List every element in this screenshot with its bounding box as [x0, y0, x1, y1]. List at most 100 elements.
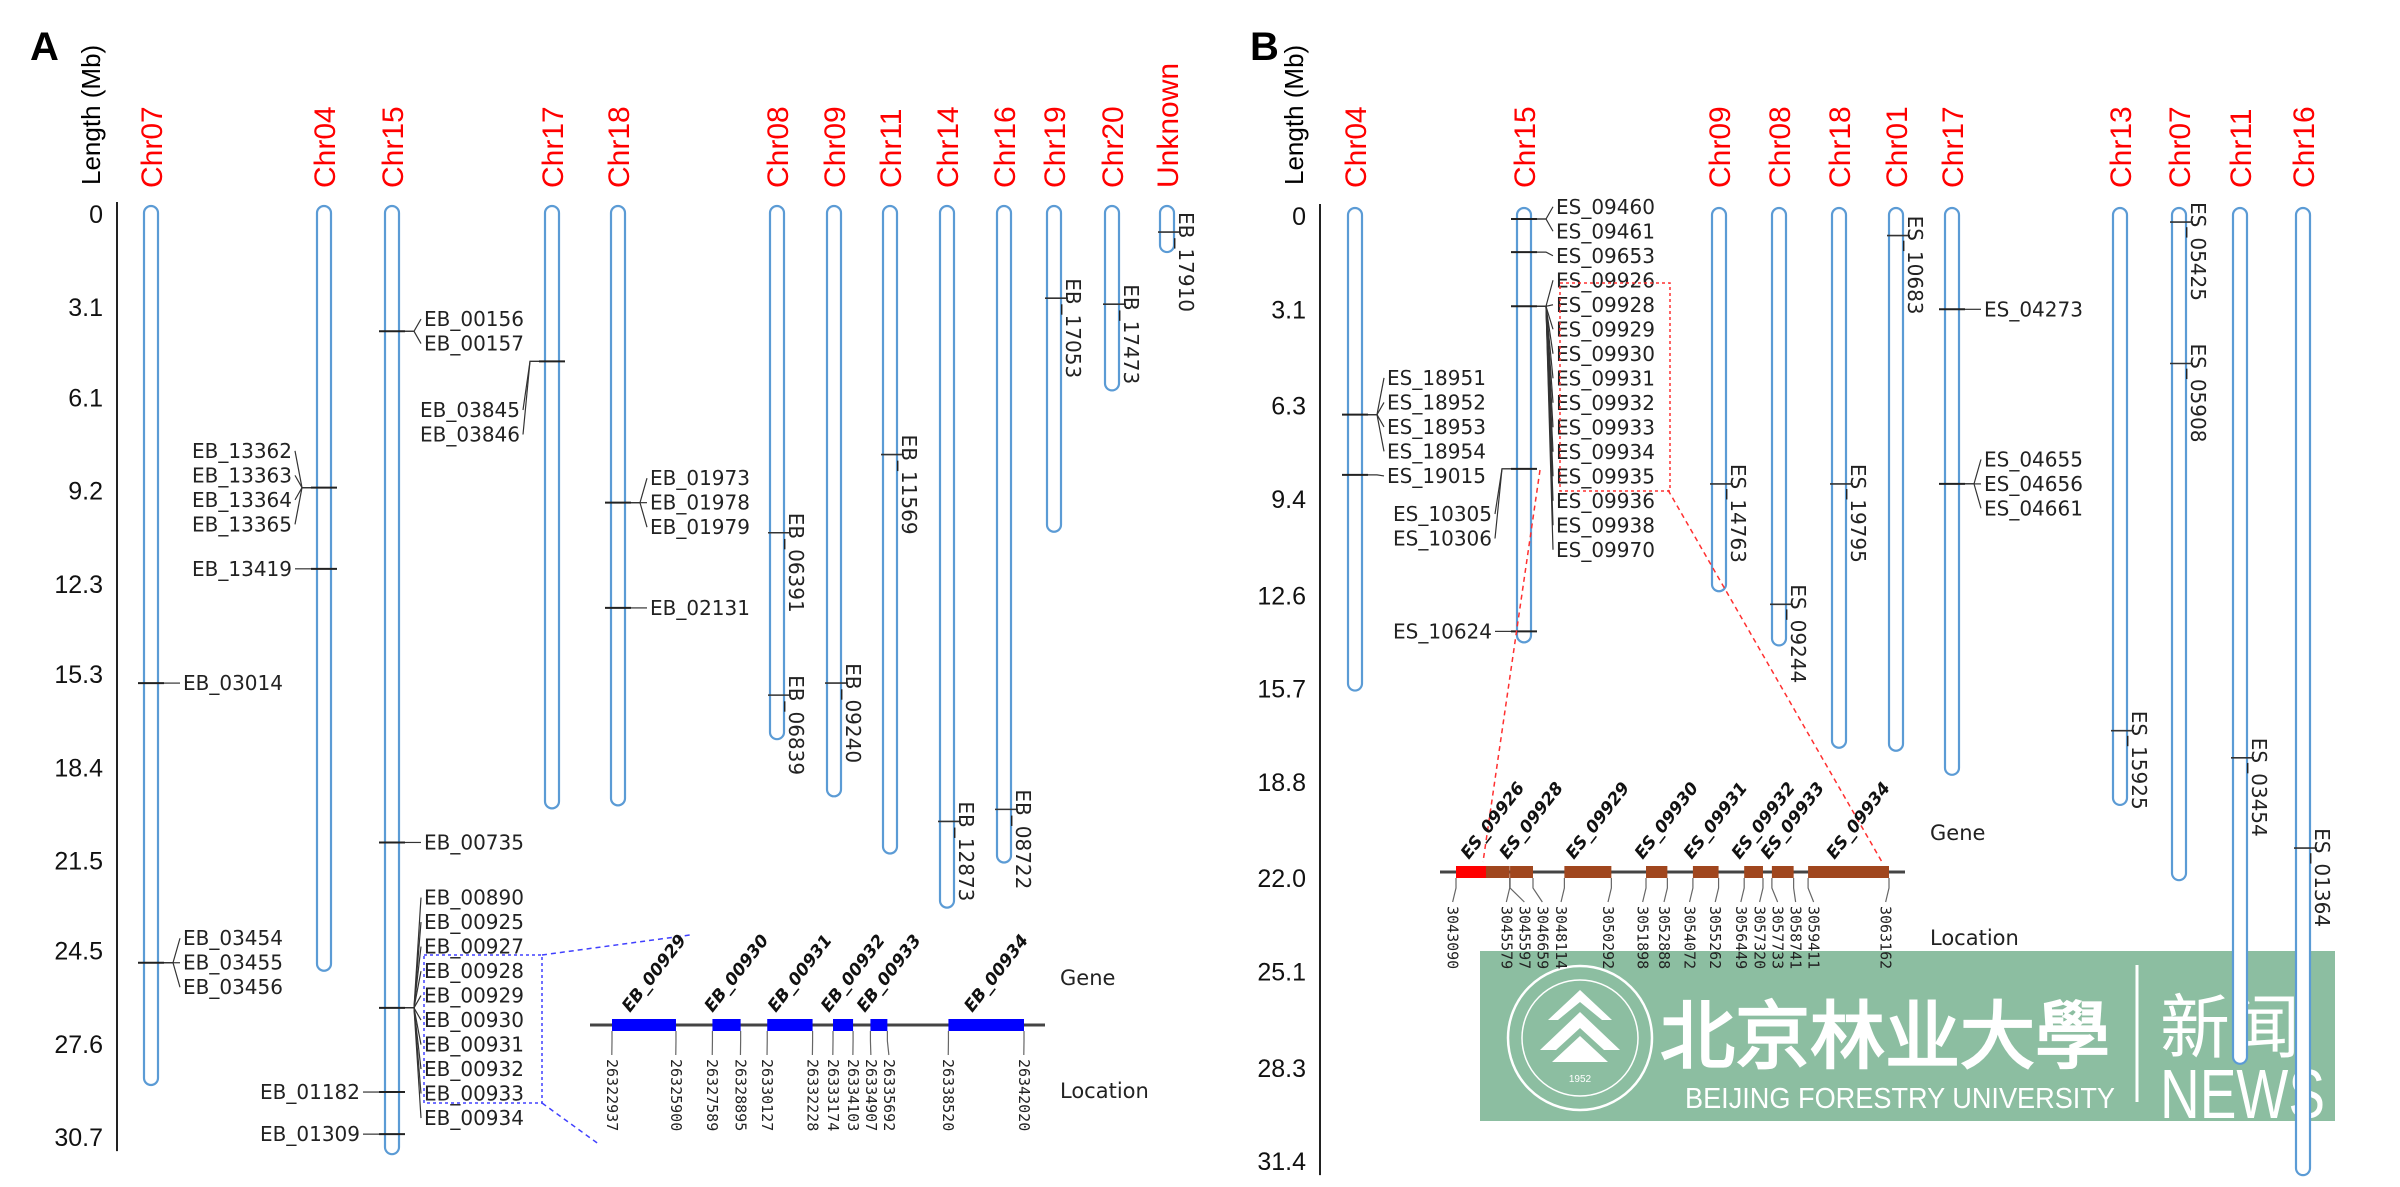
location-row-label: Location [1930, 926, 2019, 950]
marker-connector [522, 360, 539, 411]
axis-title: Length (Mb) [76, 45, 106, 185]
marker-label: ES_05425 [2186, 202, 2210, 301]
marker-connector [1965, 483, 1982, 509]
location-value: 3045579 [1497, 906, 1515, 969]
y-tick-label: 12.3 [54, 571, 103, 599]
marker-label: EB_01182 [260, 1080, 360, 1104]
marker-label: ES_01364 [2310, 828, 2334, 927]
marker-label: EB_01979 [650, 515, 750, 539]
y-tick-label: 15.7 [1257, 676, 1306, 704]
gene-inset: ES_09926ES_09928ES_09929ES_09930ES_09931… [1440, 779, 2019, 969]
location-value: 26332228 [803, 1059, 821, 1131]
chromosome-chr09 [825, 204, 843, 798]
location-tick [1505, 878, 1511, 903]
marker-label: EB_03014 [183, 671, 283, 695]
marker-label: ES_09933 [1556, 415, 1655, 439]
gene-block [712, 1019, 741, 1031]
marker-label: EB_00932 [424, 1057, 524, 1081]
marker-label: EB_00156 [424, 307, 524, 331]
marker-label: ES_04656 [1984, 472, 2083, 496]
marker-connector [1537, 305, 1554, 550]
marker-connector [1368, 402, 1385, 416]
panel-letter: A [30, 25, 59, 69]
marker-connector [522, 360, 539, 435]
marker-label: EB_13363 [192, 463, 292, 487]
chromosome-chr17 [1943, 206, 1961, 776]
marker-connector [1537, 305, 1554, 330]
marker-label: ES_05908 [2186, 343, 2210, 442]
location-value: 3050292 [1599, 906, 1617, 969]
chromosome-chr07 [142, 204, 160, 1087]
y-tick-label: 0 [89, 201, 103, 229]
marker-label: ES_09931 [1556, 366, 1655, 390]
marker-label: EB_09240 [841, 663, 865, 763]
gene-name: ES_09929 [1562, 779, 1634, 864]
chromosome-chr18 [609, 204, 627, 807]
marker-connector [164, 938, 181, 964]
marker-label: EB_17910 [1174, 212, 1198, 312]
location-value: 3052888 [1655, 906, 1673, 969]
y-tick-label: 22.0 [1257, 865, 1306, 893]
marker-label: EB_00934 [424, 1106, 524, 1130]
marker-label: ES_19015 [1387, 464, 1486, 488]
chromosome-chr09 [1710, 206, 1728, 593]
chromosome-chr04 [315, 204, 333, 972]
chromosome-label: Chr01 [1881, 106, 1914, 188]
location-value: 26327589 [703, 1059, 721, 1131]
location-tick [1688, 878, 1694, 903]
chromosome-label: Chr07 [2164, 106, 2197, 188]
marker-connector [294, 487, 311, 525]
chromosome-label: Chr07 [136, 106, 169, 188]
chromosome-unknown [1158, 204, 1176, 254]
marker-label: EB_06839 [784, 675, 808, 775]
seal-icon: 1952 [1506, 964, 1654, 1112]
watermark-logo: 1952 北京林业大學 新闻 NEWS BEIJING FORESTRY UNI… [1480, 951, 2335, 1133]
marker-label: EB_01309 [260, 1122, 360, 1146]
marker-connector [1537, 206, 1554, 220]
gene-block [1564, 866, 1612, 878]
chromosome-label: Chr08 [1764, 106, 1797, 188]
location-tick [1560, 878, 1565, 903]
chromosome-label: Chr08 [762, 106, 795, 188]
location-tick [1807, 878, 1815, 903]
gene-block [948, 1019, 1024, 1031]
marker-label: EB_00931 [424, 1033, 524, 1057]
marker-connector [1494, 468, 1511, 539]
marker-label: EB_03845 [420, 398, 520, 422]
chromosome-label: Chr09 [1704, 106, 1737, 188]
y-tick-label: 21.5 [54, 848, 103, 876]
location-tick [1509, 878, 1525, 903]
chromosome-chr18 [1830, 206, 1848, 749]
marker-label: ES_09970 [1556, 538, 1655, 562]
chromosome-chr19 [1045, 204, 1063, 533]
y-tick-label: 30.7 [54, 1124, 103, 1152]
marker-label: EB_17053 [1061, 278, 1085, 378]
marker-connector [405, 970, 422, 1009]
y-tick-label: 27.6 [54, 1031, 103, 1059]
location-tick [1714, 878, 1720, 903]
chromosome-label: Chr15 [1509, 106, 1542, 188]
gene-inset: EB_00929 EB_00930EB_00931EB_00932EB_00933… [590, 931, 1149, 1131]
chromosome-label: Chr17 [1937, 106, 1970, 188]
location-value: 26342020 [1015, 1059, 1033, 1131]
chromosome-label: Chr16 [989, 106, 1022, 188]
marker-connector [405, 995, 422, 1009]
location-tick [1740, 878, 1745, 903]
chromosome-label: Chr04 [1340, 106, 1373, 188]
marker-label: ES_09936 [1556, 489, 1655, 513]
marker-label: ES_09930 [1556, 342, 1655, 366]
chromosome-label: Chr20 [1097, 106, 1130, 188]
location-tick [1793, 878, 1797, 903]
marker-label: EB_00929 [424, 984, 524, 1008]
marker-label: ES_09929 [1556, 317, 1655, 341]
marker-label: ES_04655 [1984, 447, 2083, 471]
gene-row-label: Gene [1930, 821, 1985, 845]
chromosome-chr16 [2294, 206, 2312, 1177]
y-tick-label: 3.1 [1271, 296, 1306, 324]
marker-label: ES_10305 [1393, 502, 1492, 526]
chromosome-chr17 [543, 204, 561, 810]
location-value: 26334103 [844, 1059, 862, 1131]
location-value: 3043090 [1444, 906, 1462, 969]
marker-connector [294, 475, 311, 489]
marker-connector [1537, 280, 1554, 307]
